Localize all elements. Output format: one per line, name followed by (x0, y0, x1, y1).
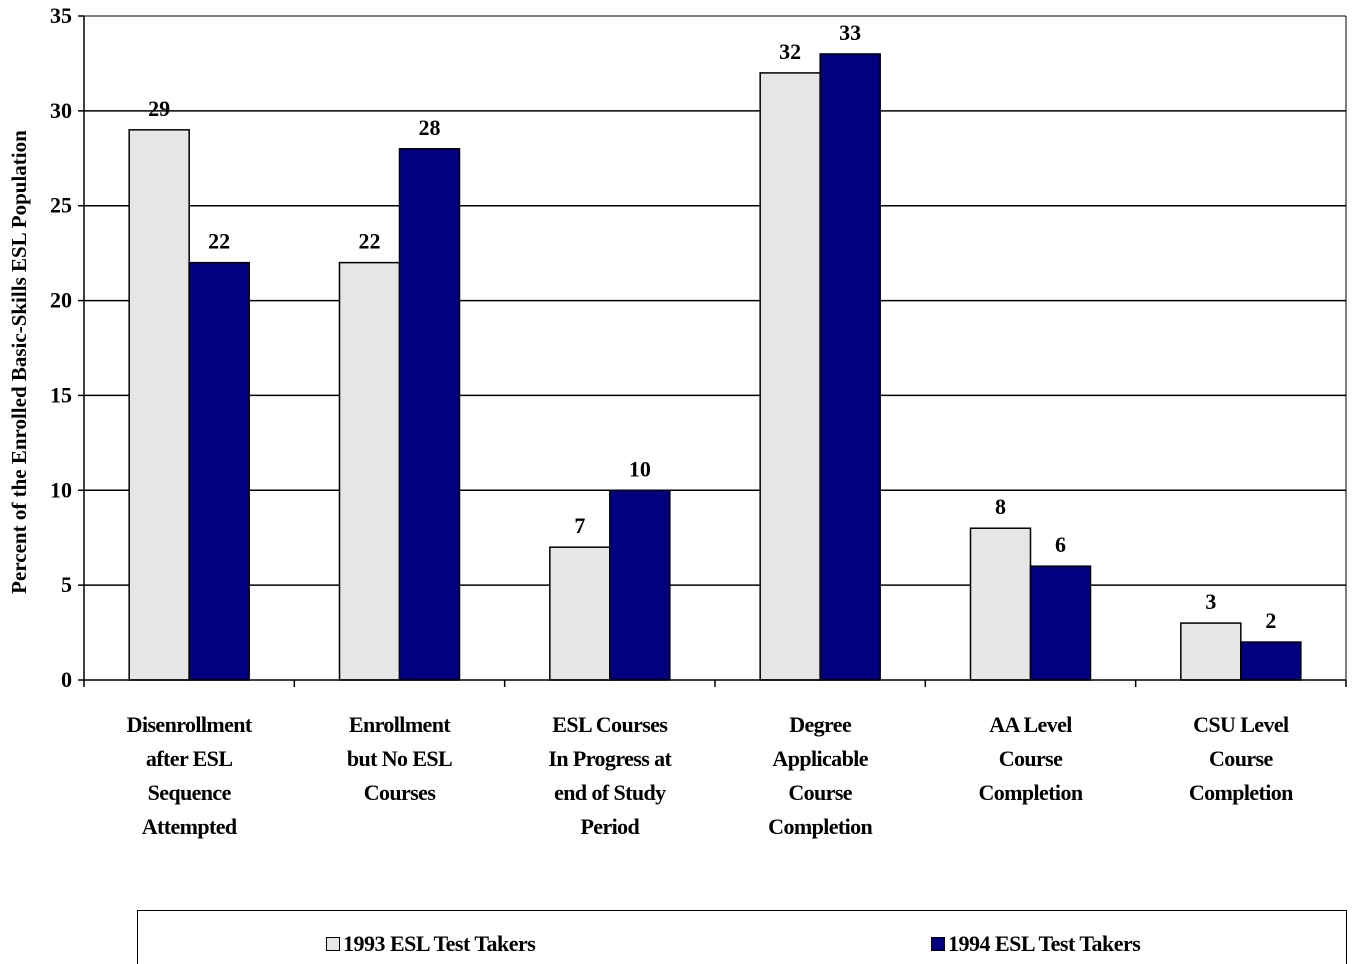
bar-s2-c4 (819, 53, 881, 681)
bar-s1-c3 (549, 546, 611, 681)
y-tick-label-30: 30 (50, 98, 72, 123)
x-category-label-3-line-2: In Progress at (548, 746, 672, 771)
bar-s2-c2 (398, 148, 461, 681)
x-category-label-1-line-3: Sequence (148, 780, 232, 805)
x-category-label-1-line-2: after ESL (146, 746, 232, 771)
x-category-label-1-line-4: Attempted (142, 814, 237, 839)
x-category-label-3-line-4: Period (580, 814, 639, 839)
y-tick-label-25: 25 (50, 193, 72, 218)
legend: 1993 ESL Test Takers 1994 ESL Test Taker… (137, 910, 1347, 964)
x-category-label-5-line-1: AA Level (989, 712, 1072, 737)
x-category-label-3-line-1: ESL Courses (552, 712, 668, 737)
legend-label-1993: 1993 ESL Test Takers (343, 931, 536, 956)
y-tick-label-5: 5 (61, 572, 72, 597)
x-category-label-2-line-3: Courses (364, 780, 437, 805)
y-tick-labels: 0 5 10 15 20 25 30 35 (50, 3, 72, 692)
bar-s1-c2 (338, 261, 401, 681)
y-tick-label-10: 10 (50, 477, 72, 502)
data-label-s1-c5: 8 (995, 494, 1006, 519)
data-label-s1-c4: 32 (779, 39, 801, 64)
bar-s1-c6 (1180, 622, 1242, 681)
x-category-label-6-line-1: CSU Level (1193, 712, 1289, 737)
data-label-s2-c1: 22 (208, 229, 230, 254)
x-category-label-3-line-3: end of Study (554, 780, 666, 805)
legend-item-1994: 1994 ESL Test Takers (931, 931, 1141, 957)
y-tick-label-35: 35 (50, 3, 72, 28)
data-label-s2-c5: 6 (1055, 532, 1066, 557)
y-tick-label-20: 20 (50, 288, 72, 313)
x-category-label-5-line-2: Course (999, 746, 1063, 771)
data-label-s1-c6: 3 (1205, 589, 1216, 614)
bar-s2-c1 (188, 261, 250, 681)
data-label-s2-c3: 10 (629, 456, 651, 481)
data-label-s1-c1: 29 (148, 96, 170, 121)
x-category-labels: Disenrollment after ESL Sequence Attempted E… (127, 712, 1294, 839)
axes (78, 15, 1347, 687)
x-category-label-4-line-3: Course (788, 780, 852, 805)
bar-s2-c5 (1029, 565, 1092, 681)
legend-item-1993: 1993 ESL Test Takers (326, 931, 536, 957)
data-label-s1-c3: 7 (574, 513, 585, 538)
bars (128, 53, 1302, 681)
x-category-label-2-line-1: Enrollment (349, 712, 451, 737)
x-category-label-2-line-2: but No ESL (347, 746, 452, 771)
x-category-label-5-line-3: Completion (978, 780, 1082, 805)
legend-label-1994: 1994 ESL Test Takers (948, 931, 1141, 956)
x-category-label-6-line-3: Completion (1189, 780, 1293, 805)
gridlines (84, 15, 1347, 680)
data-label-s2-c6: 2 (1265, 608, 1276, 633)
data-label-s1-c2: 22 (359, 229, 381, 254)
bar-s1-c5 (969, 527, 1032, 681)
x-category-label-4-line-2: Applicable (772, 746, 868, 771)
y-tick-label-15: 15 (50, 382, 72, 407)
legend-swatch-1993 (326, 937, 340, 951)
y-axis-label: Percent of the Enrolled Basic-Skills ESL… (7, 130, 31, 594)
x-category-label-4-line-1: Degree (789, 712, 852, 737)
bar-s2-c3 (609, 489, 671, 681)
y-tick-label-0: 0 (61, 667, 72, 692)
data-label-s2-c2: 28 (419, 115, 441, 140)
bar-s1-c1 (128, 129, 190, 681)
bar-s2-c6 (1240, 641, 1302, 681)
x-category-label-1-line-1: Disenrollment (127, 712, 253, 737)
bar-s1-c4 (759, 72, 821, 681)
legend-swatch-1994 (931, 937, 945, 951)
x-category-label-6-line-2: Course (1209, 746, 1273, 771)
data-label-s2-c4: 33 (839, 20, 861, 45)
x-category-label-4-line-4: Completion (768, 814, 872, 839)
